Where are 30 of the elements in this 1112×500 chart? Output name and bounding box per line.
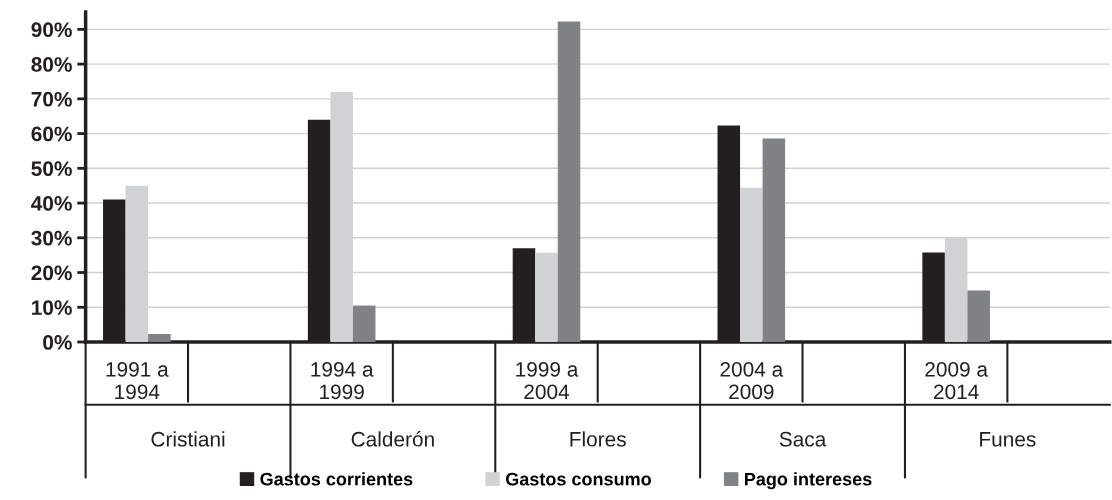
legend-label: Gastos corrientes: [260, 472, 413, 486]
y-tick-label: 40%: [31, 196, 72, 211]
bar: [535, 252, 558, 342]
text: Funes: [980, 432, 1036, 447]
legend-label: Gastos consumo: [505, 472, 652, 486]
y-tick-label: 50%: [31, 161, 72, 177]
y-tick-label: 60%: [31, 126, 72, 142]
y-tick-label: 80%: [31, 57, 72, 72]
text: Cristiani: [151, 431, 225, 447]
y-tick-label: 70%: [31, 91, 72, 107]
y-tick-label: 90%: [31, 22, 72, 38]
bar: [967, 290, 990, 342]
bar: [557, 21, 581, 342]
x-tick-label: 1994 a 1999: [311, 361, 374, 400]
text: Calderón: [351, 431, 434, 447]
x-tick-label: 1991 a 1994: [106, 361, 169, 400]
y-tick-label: 30%: [31, 230, 72, 246]
x-tick-label: 2004 a 2009: [720, 361, 784, 400]
y-tick-label: 10%: [32, 300, 72, 316]
y-tick-label: 0%: [43, 335, 72, 350]
x-tick-label: 1999 a 2004: [516, 361, 579, 400]
bar: [148, 334, 171, 342]
text: Saca: [779, 431, 827, 447]
bar: [740, 187, 763, 342]
bar: [352, 305, 376, 342]
bar: [762, 138, 786, 342]
legend-label: Pago intereses: [745, 472, 872, 490]
y-tick-label: 20%: [31, 265, 72, 281]
text: Flores: [570, 431, 626, 447]
x-tick-label: 2009 a 2014: [925, 361, 989, 400]
